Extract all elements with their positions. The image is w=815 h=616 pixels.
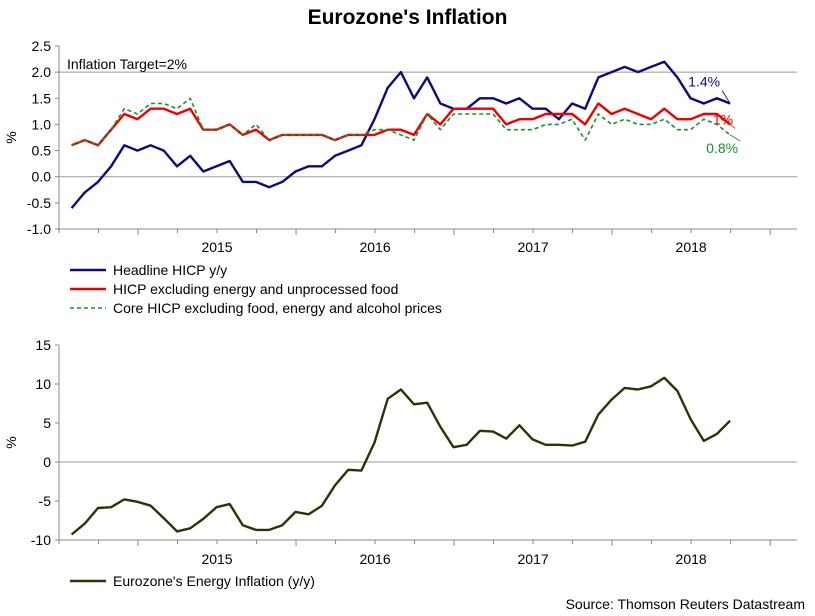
y-tick-label: 0.5: [32, 143, 52, 159]
y-tick-label: -5: [39, 493, 52, 509]
x-tick-label: 2015: [201, 239, 232, 255]
y-tick-label: 15: [35, 337, 51, 353]
y-tick-label: -1.0: [27, 221, 51, 237]
y-axis-label: %: [3, 131, 19, 143]
y-tick-label: -10: [31, 532, 51, 548]
y-tick-label: 2.0: [32, 64, 52, 80]
y-tick-label: 10: [35, 376, 51, 392]
x-tick-label: 2016: [359, 551, 390, 567]
y-tick-label: 1.0: [32, 116, 52, 132]
end-label-leader: [721, 90, 731, 104]
inflation-chart: -1.0 -0.5 0.0 0.5 1.0 1.5 2.0 2.5% 2015 2016 2017 2…: [3, 38, 797, 255]
end-label-leader: [729, 134, 741, 142]
source-note: Source: Thomson Reuters Datastream: [565, 596, 805, 612]
y-tick-label: 1.5: [32, 90, 52, 106]
y-axis-label: %: [3, 436, 19, 448]
x-tick-label: 2017: [518, 551, 549, 567]
target-line-label: Inflation Target=2%: [67, 56, 187, 72]
end-label-hicp_ex: 1%: [713, 111, 733, 127]
y-tick-label: 5: [43, 415, 51, 431]
x-tick-label: 2017: [518, 239, 549, 255]
end-label-core: 0.8%: [706, 140, 738, 156]
legend-label-hicp_ex: HICP excluding energy and unprocessed fo…: [113, 281, 398, 297]
y-tick-label: 0.0: [32, 169, 52, 185]
legend-label-headline: Headline HICP y/y: [113, 262, 227, 278]
x-tick-label: 2018: [676, 551, 707, 567]
page-title: Eurozone's Inflation: [307, 6, 508, 29]
legend-label-energy: Eurozone's Energy Inflation (y/y): [113, 573, 315, 589]
series-line-headline: [70, 60, 731, 209]
energy-inflation-chart: -10 -5 0 5 10 15% 2015 2016 2017 2018: [3, 337, 797, 567]
y-tick-label: 0: [43, 454, 51, 470]
x-tick-label: 2016: [359, 239, 390, 255]
series-line-core: [71, 97, 731, 147]
x-tick-label: 2018: [676, 239, 707, 255]
y-tick-label: -0.5: [27, 195, 51, 211]
energy-legend: Eurozone's Energy Inflation (y/y): [70, 573, 315, 589]
series-line-energy: [70, 376, 731, 536]
legend-label-core: Core HICP excluding food, energy and alc…: [113, 300, 442, 316]
series-line-hicp_ex: [71, 102, 731, 147]
end-label-leader: [729, 124, 736, 129]
x-tick-label: 2015: [201, 551, 232, 567]
inflation-legend: Headline HICP y/y HICP excluding energy a…: [70, 262, 442, 316]
y-tick-label: 2.5: [32, 38, 52, 54]
end-label-headline: 1.4%: [688, 74, 720, 90]
